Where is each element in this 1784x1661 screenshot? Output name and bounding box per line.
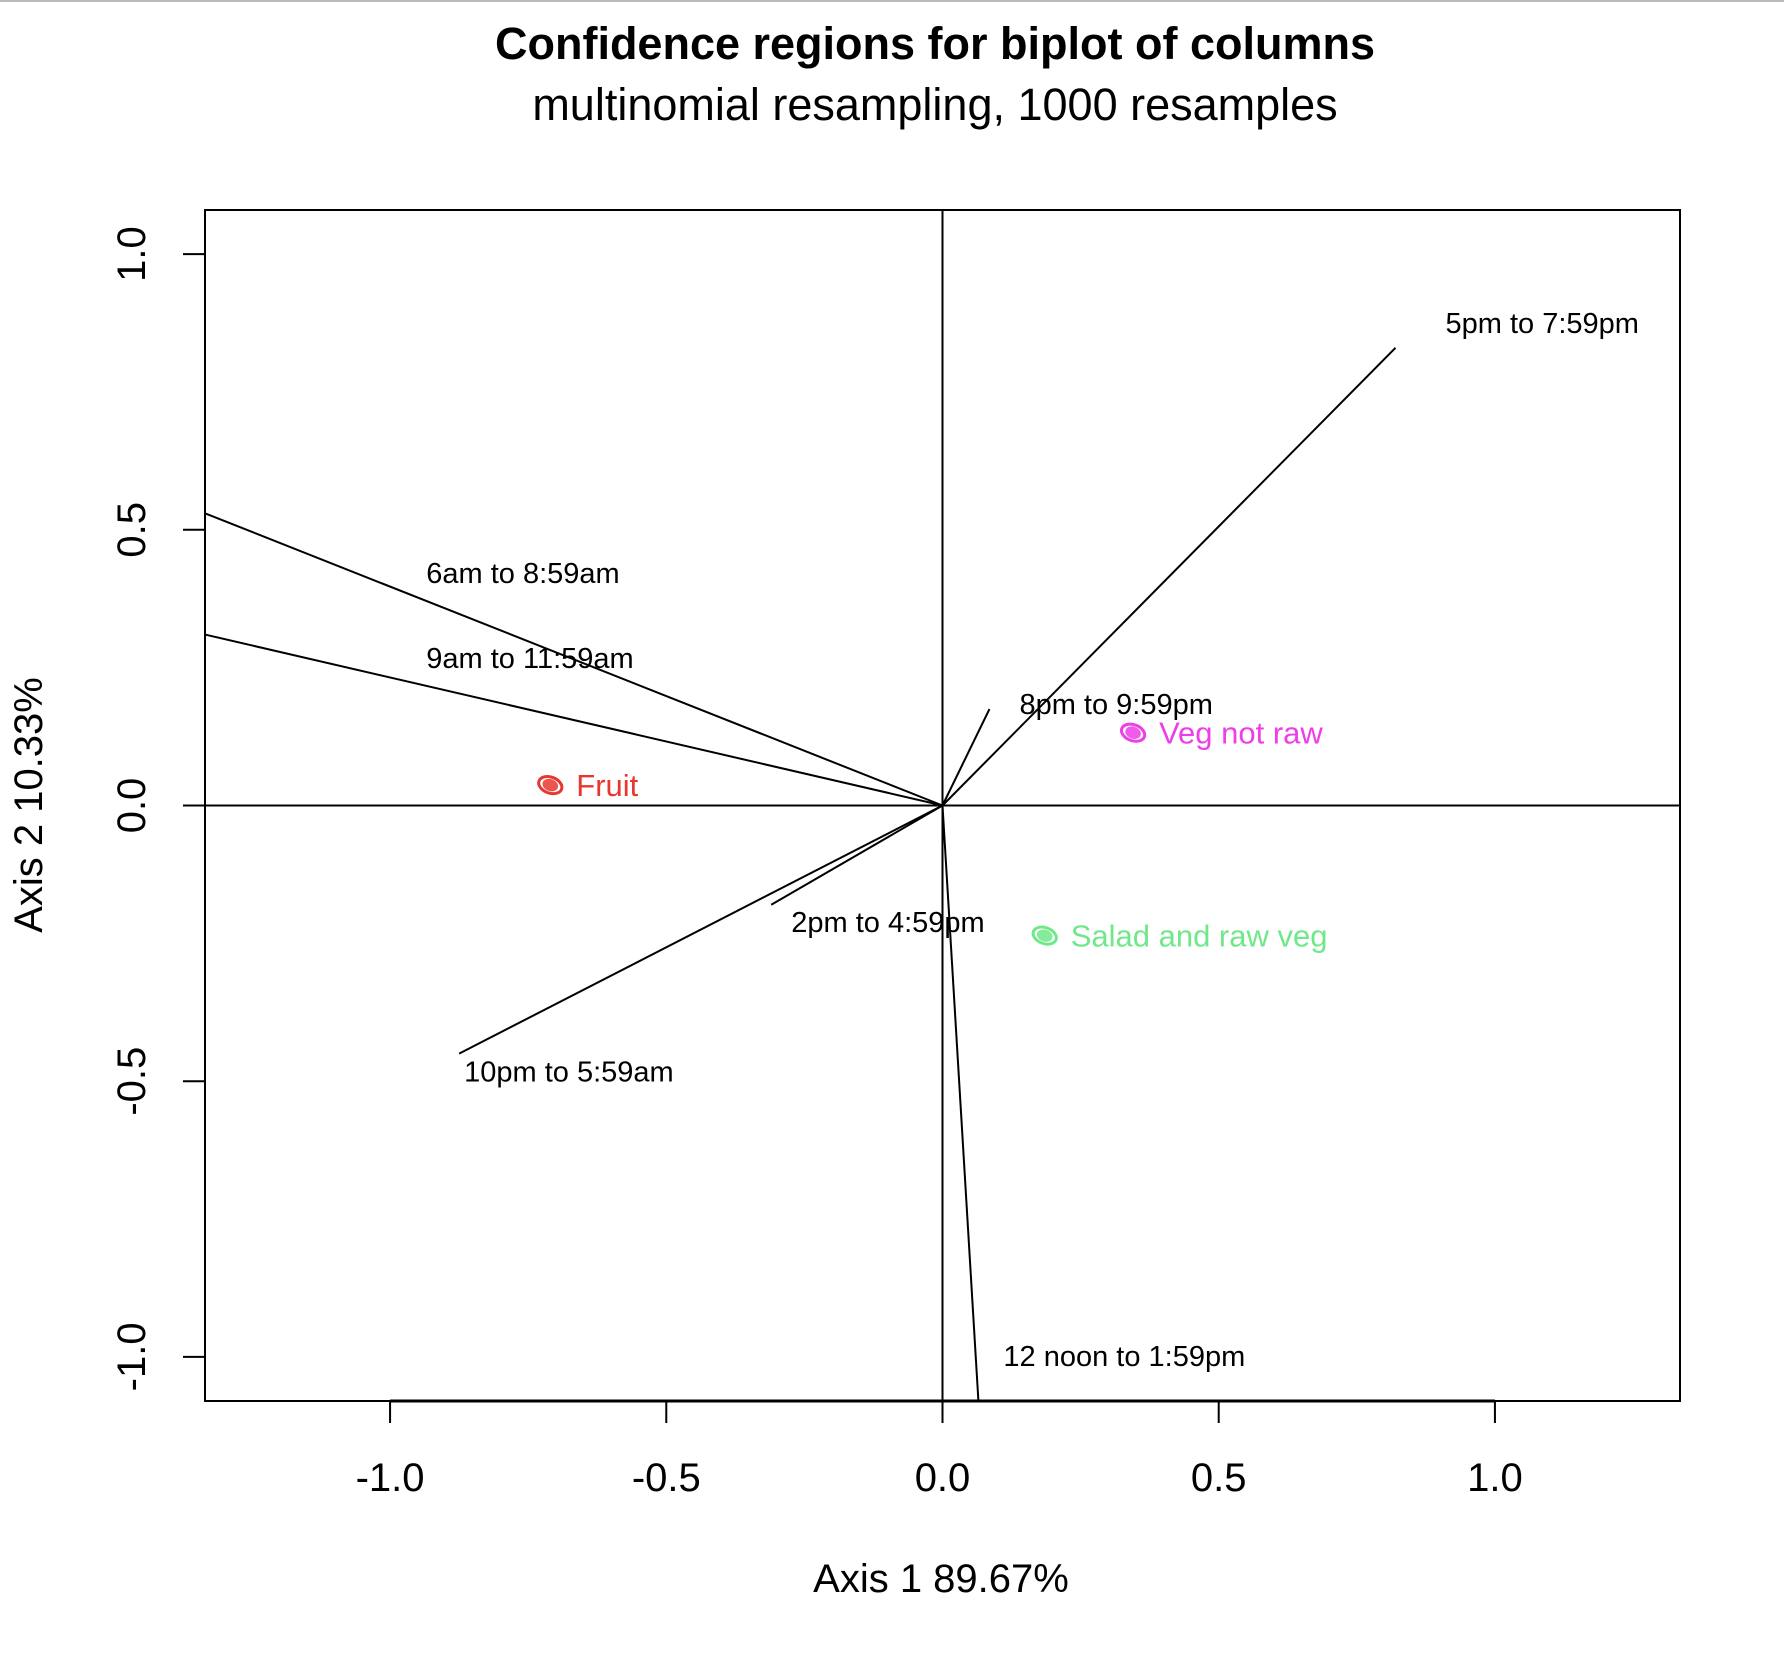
vector-line <box>458 804 943 1055</box>
vector-line <box>941 708 991 806</box>
vector-line <box>941 347 1397 807</box>
x-tick-label: -0.5 <box>632 1456 701 1500</box>
chart-title: Confidence regions for biplot of columns <box>495 18 1375 69</box>
vector-line <box>204 512 943 807</box>
y-tick-label: -1.0 <box>110 1322 154 1391</box>
data-point <box>1125 726 1141 739</box>
confidence-region <box>1031 925 1058 946</box>
point-label: Salad and raw veg <box>1071 919 1328 954</box>
data-point <box>1036 929 1053 942</box>
data-point <box>542 778 559 792</box>
x-tick-label: 0.5 <box>1191 1456 1247 1500</box>
y-tick-label: 0.0 <box>110 778 154 834</box>
confidence-region <box>1119 722 1147 743</box>
vector-label: 12 noon to 1:59pm <box>1003 1341 1245 1373</box>
vector-label: 2pm to 4:59pm <box>791 907 984 939</box>
x-tick-label: 0.0 <box>915 1456 971 1500</box>
y-tick-label: -0.5 <box>110 1047 154 1116</box>
vector-line <box>204 633 943 807</box>
x-tick-label: -1.0 <box>356 1456 425 1500</box>
plot-area: -1.0 -0.5 0.0 0.5 1.0 -1.0 -0.5 0.0 0.5 1.0 5pm to… <box>110 209 1681 1500</box>
point-label: Fruit <box>576 768 638 803</box>
vector-label: 8pm to 9:59pm <box>1019 689 1212 721</box>
vector-line <box>941 805 980 1402</box>
vector-label: 10pm to 5:59am <box>464 1057 674 1089</box>
x-axis-label: Axis 1 89.67% <box>813 1557 1069 1601</box>
y-axis-label: Axis 2 10.33% <box>7 677 51 933</box>
vector-label: 5pm to 7:59pm <box>1445 308 1638 340</box>
vector-label: 6am to 8:59am <box>426 558 619 590</box>
chart-subtitle: multinomial resampling, 1000 resamples <box>532 79 1337 130</box>
vector-label: 9am to 11:59am <box>426 643 633 675</box>
y-tick-label: 1.0 <box>110 226 154 282</box>
y-tick-label: 0.5 <box>110 502 154 558</box>
x-tick-label: 1.0 <box>1467 1456 1523 1500</box>
vector-line <box>770 804 944 906</box>
confidence-region <box>537 775 564 796</box>
point-label: Veg not raw <box>1159 716 1323 751</box>
